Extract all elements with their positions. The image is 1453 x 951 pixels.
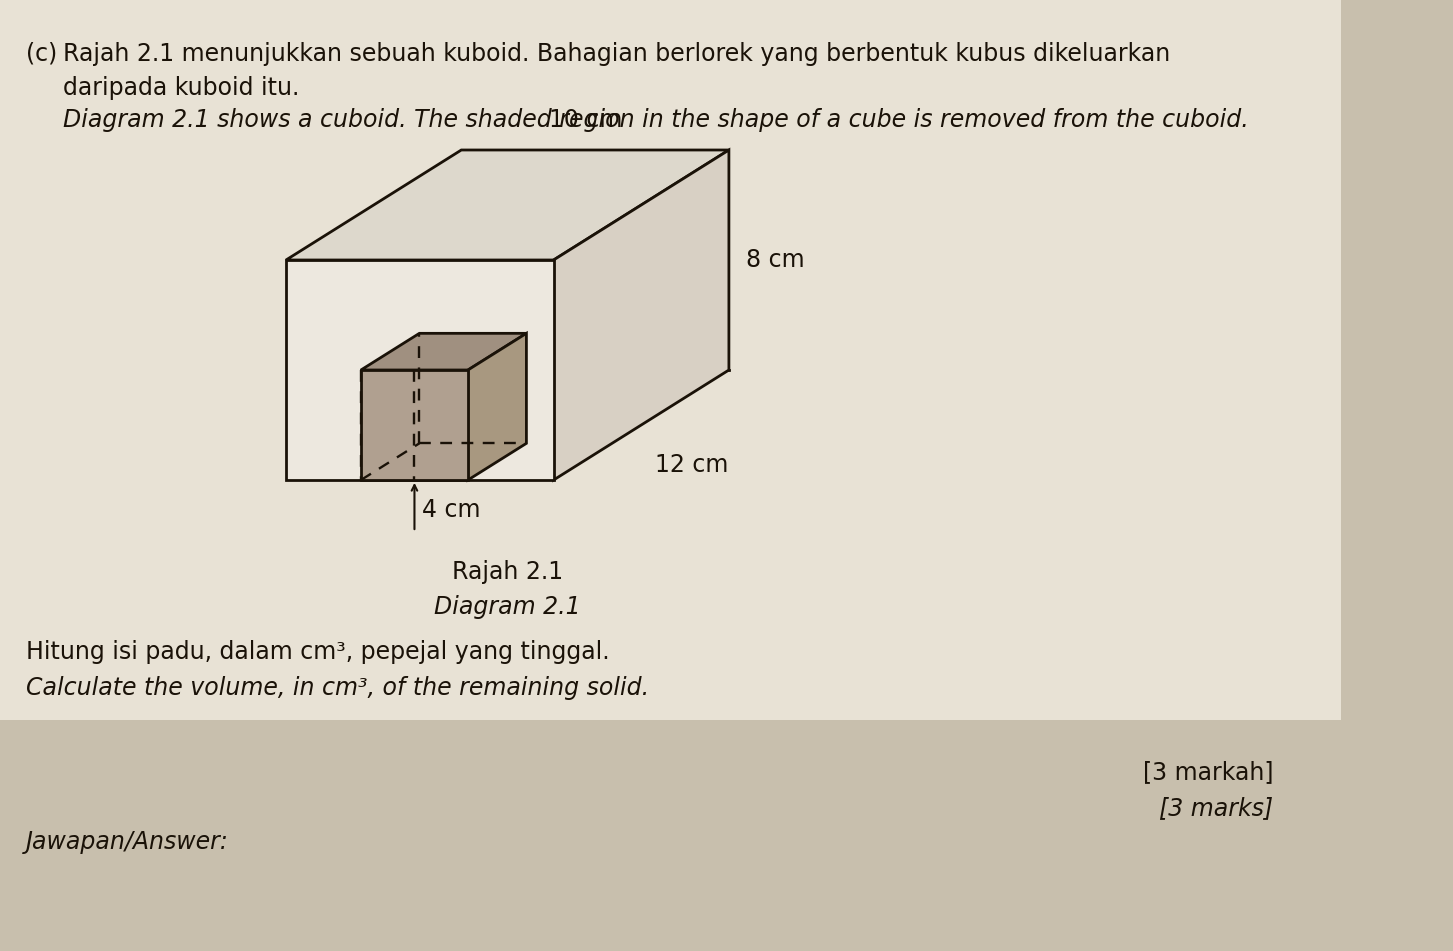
Text: 4 cm: 4 cm [421, 498, 481, 522]
Text: Diagram 2.1 shows a cuboid. The shaded region in the shape of a cube is removed : Diagram 2.1 shows a cuboid. The shaded r… [62, 108, 1248, 132]
Text: (c): (c) [26, 42, 57, 66]
Text: [3 marks]: [3 marks] [1159, 796, 1273, 820]
Polygon shape [286, 260, 554, 480]
Polygon shape [360, 370, 468, 480]
Polygon shape [360, 334, 526, 370]
Text: Calculate the volume, in cm³, of the remaining solid.: Calculate the volume, in cm³, of the rem… [26, 676, 649, 700]
Polygon shape [468, 334, 526, 480]
Text: daripada kuboid itu.: daripada kuboid itu. [62, 76, 299, 100]
Text: Jawapan/Answer:: Jawapan/Answer: [26, 830, 228, 854]
Polygon shape [554, 150, 729, 480]
Text: 8 cm: 8 cm [745, 248, 804, 272]
Polygon shape [286, 150, 729, 260]
Text: Diagram 2.1: Diagram 2.1 [434, 595, 581, 619]
Text: Rajah 2.1: Rajah 2.1 [452, 560, 562, 584]
Text: Rajah 2.1 menunjukkan sebuah kuboid. Bahagian berlorek yang berbentuk kubus dike: Rajah 2.1 menunjukkan sebuah kuboid. Bah… [62, 42, 1170, 66]
Text: 12 cm: 12 cm [655, 453, 728, 477]
Text: Hitung isi padu, dalam cm³, pepejal yang tinggal.: Hitung isi padu, dalam cm³, pepejal yang… [26, 640, 609, 664]
FancyBboxPatch shape [0, 0, 1341, 720]
Text: 10 cm: 10 cm [549, 108, 622, 132]
Text: [3 markah]: [3 markah] [1142, 760, 1273, 784]
